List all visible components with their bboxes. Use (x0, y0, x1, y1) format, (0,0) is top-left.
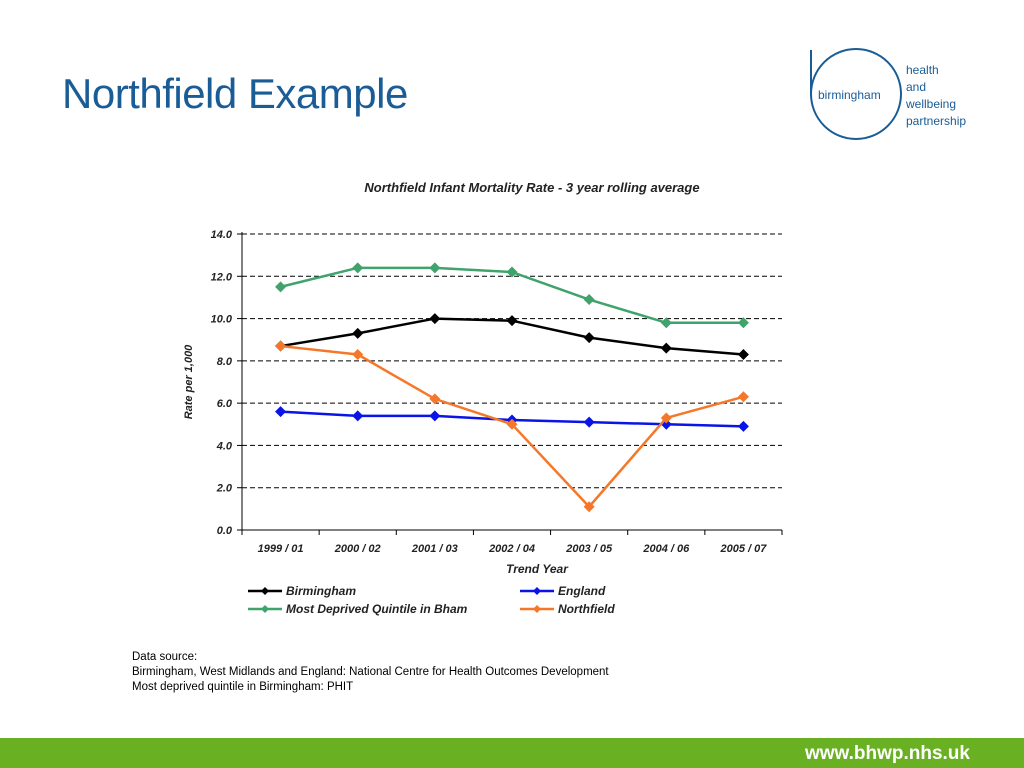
legend-label: England (558, 584, 606, 598)
source-line: Birmingham, West Midlands and England: N… (132, 666, 609, 678)
data-point (583, 294, 595, 306)
y-tick-label: 0.0 (217, 525, 233, 537)
chart-title: Northfield Infant Mortality Rate - 3 yea… (364, 180, 699, 195)
data-point (352, 349, 364, 361)
data-point (275, 340, 287, 352)
logo-line: wellbeing (906, 97, 957, 111)
source-line: Data source: (132, 651, 198, 663)
x-tick-label: 2004 / 06 (642, 543, 690, 555)
data-point (660, 317, 672, 329)
y-tick-label: 8.0 (217, 356, 233, 368)
chart-svg: Northfield Infant Mortality Rate - 3 yea… (183, 180, 783, 616)
data-point (352, 262, 364, 274)
source-line: Most deprived quintile in Birmingham: PH… (132, 681, 354, 693)
legend-swatch-marker (533, 587, 541, 595)
legend-label: Northfield (558, 602, 615, 616)
x-tick-label: 1999 / 01 (258, 543, 304, 555)
data-point (583, 501, 595, 513)
data-point (660, 418, 672, 430)
data-point (737, 317, 749, 329)
data-point (506, 418, 518, 430)
legend-swatch-marker (533, 605, 541, 613)
data-point (352, 410, 364, 422)
infant-mortality-chart: Northfield Infant Mortality Rate - 3 yea… (170, 172, 810, 627)
data-point (737, 349, 749, 361)
y-tick-label: 10.0 (211, 314, 233, 326)
data-point (506, 266, 518, 278)
y-tick-label: 12.0 (211, 271, 233, 283)
page-title: Northfield Example (62, 70, 408, 117)
data-point (275, 406, 287, 418)
logo-ring-icon (810, 48, 902, 140)
logo-line: health (906, 63, 939, 77)
x-axis-title: Trend Year (506, 562, 569, 576)
logo-line: partnership (906, 114, 967, 128)
data-point (275, 281, 287, 293)
x-tick-label: 2001 / 03 (411, 543, 458, 555)
x-tick-label: 2000 / 02 (334, 543, 381, 555)
legend-swatch-marker (261, 605, 269, 613)
data-point (429, 262, 441, 274)
x-tick-label: 2003 / 05 (565, 543, 613, 555)
data-point (583, 332, 595, 344)
logo-line: and (906, 80, 927, 94)
data-source-note: Data source: Birmingham, West Midlands a… (132, 650, 609, 695)
y-axis-title: Rate per 1,000 (183, 344, 195, 419)
footer-bar: www.bhwp.nhs.uk (0, 738, 1024, 768)
footer-url-link[interactable]: www.bhwp.nhs.uk (804, 743, 970, 764)
data-point (429, 313, 441, 325)
y-tick-label: 4.0 (216, 440, 233, 452)
x-tick-label: 2005 / 07 (719, 543, 767, 555)
y-tick-label: 2.0 (216, 483, 233, 495)
data-point (660, 412, 672, 424)
legend-label: Birmingham (286, 584, 356, 598)
logo-center-word: birmingham (818, 88, 881, 102)
data-point (660, 342, 672, 354)
data-point (429, 393, 441, 405)
legend-label: Most Deprived Quintile in Bham (286, 602, 468, 616)
legend-swatch-marker (261, 587, 269, 595)
data-point (737, 420, 749, 432)
data-point (583, 416, 595, 428)
data-point (506, 315, 518, 327)
logo-tagline: health and wellbeing partnership (906, 62, 966, 130)
data-point (737, 391, 749, 403)
x-tick-label: 2002 / 04 (488, 543, 535, 555)
data-point (352, 327, 364, 339)
y-tick-label: 6.0 (217, 398, 233, 410)
y-tick-label: 14.0 (211, 229, 233, 241)
bhwp-logo: birmingham health and wellbeing partners… (806, 46, 986, 142)
data-point (429, 410, 441, 422)
